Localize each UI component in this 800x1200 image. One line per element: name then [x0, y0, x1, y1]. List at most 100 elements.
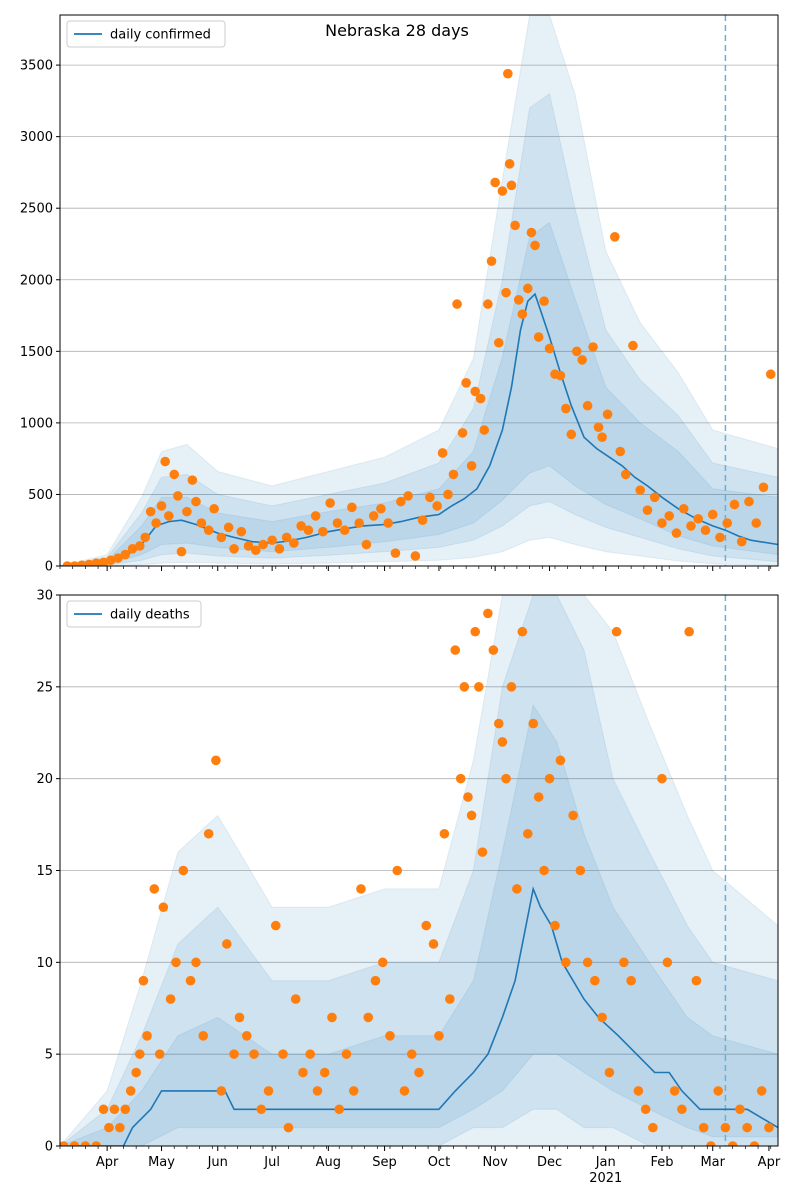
data-point: [707, 509, 718, 520]
data-point: [615, 446, 626, 457]
data-point: [512, 884, 522, 894]
data-point: [713, 1086, 723, 1096]
data-point: [211, 755, 221, 766]
data-point: [457, 428, 468, 438]
data-point: [522, 828, 533, 839]
data-point: [134, 1049, 145, 1059]
y-tick-label: 25: [36, 680, 53, 695]
data-point: [722, 518, 733, 528]
data-point: [604, 1067, 615, 1078]
data-point: [448, 469, 459, 480]
data-point: [165, 994, 176, 1004]
data-point: [611, 626, 622, 637]
data-point: [363, 1012, 374, 1023]
data-point: [506, 180, 517, 191]
data-point: [526, 227, 537, 238]
data-point: [568, 810, 578, 821]
data-point: [590, 975, 600, 986]
data-point: [171, 957, 181, 968]
plot-area: [60, 15, 778, 566]
data-point: [296, 521, 306, 531]
x-tick-label: Dec: [537, 1155, 562, 1170]
data-point: [406, 1049, 417, 1059]
data-point: [356, 884, 366, 894]
data-point: [198, 1031, 209, 1041]
data-point: [700, 525, 711, 536]
y-tick-label: 5: [45, 1048, 53, 1063]
data-point: [216, 532, 227, 543]
data-point: [290, 994, 301, 1004]
data-point: [229, 544, 239, 554]
data-point: [414, 1067, 424, 1078]
data-point: [376, 503, 386, 514]
data-point: [566, 429, 577, 440]
data-point: [169, 469, 180, 480]
deaths-panel: 0 5 10 15 20 25 30 Apr May Jun Jul Aug Sep Oct Nov Dec J…: [36, 589, 780, 1187]
data-point: [686, 521, 696, 531]
y-tick-label: 2000: [20, 273, 53, 288]
data-point: [735, 1104, 745, 1115]
data-point: [98, 557, 109, 566]
data-point: [510, 220, 520, 231]
data-point: [555, 370, 566, 381]
y-tick-label: 10: [36, 956, 53, 971]
y-tick-label: 1500: [20, 345, 53, 360]
data-point: [503, 68, 513, 79]
y-tick-label: 20: [36, 772, 53, 787]
data-point: [281, 532, 292, 543]
x-tick-label: Jul: [263, 1155, 280, 1170]
data-point: [497, 186, 508, 196]
data-point: [182, 506, 192, 517]
x-tick-label: Feb: [650, 1155, 673, 1170]
data-point: [187, 475, 198, 485]
data-point: [298, 1067, 308, 1078]
data-point: [178, 865, 189, 876]
data-point: [385, 1031, 395, 1041]
data-point: [588, 342, 598, 352]
data-point: [434, 1031, 444, 1041]
data-point: [649, 492, 660, 503]
data-point: [270, 920, 281, 931]
data-point: [678, 503, 689, 514]
data-point: [657, 518, 667, 528]
data-point: [140, 532, 151, 543]
data-point: [445, 994, 455, 1004]
uncertainty-band: [60, 15, 778, 566]
data-point: [432, 501, 442, 511]
data-point: [163, 511, 174, 521]
series-line: [60, 292, 778, 566]
data-point: [470, 386, 481, 397]
data-point: [642, 505, 653, 515]
y-tick-label: 2500: [20, 202, 53, 217]
data-point: [493, 337, 504, 348]
data-point: [428, 939, 439, 949]
data-point: [466, 810, 477, 821]
data-point: [533, 332, 544, 342]
data-point: [383, 518, 393, 528]
x-tick-label: Mar: [700, 1155, 725, 1170]
data-point: [459, 682, 470, 692]
data-point: [597, 432, 607, 442]
data-point: [493, 718, 504, 729]
data-point: [474, 682, 484, 692]
uncertainty-band: [60, 221, 778, 566]
data-point: [533, 792, 544, 802]
data-point: [303, 525, 314, 536]
data-point: [368, 511, 379, 521]
data-point: [104, 1122, 114, 1133]
data-point: [727, 1141, 738, 1146]
y-tick-label: 0: [45, 560, 53, 575]
data-point: [243, 541, 254, 551]
data-point: [120, 1104, 131, 1115]
data-point: [283, 1122, 294, 1133]
data-point: [176, 546, 187, 557]
data-point: [113, 553, 123, 563]
data-point: [151, 518, 161, 528]
data-point: [765, 369, 776, 380]
data-point: [223, 522, 234, 533]
data-point: [483, 608, 493, 619]
y-tick-label: 0: [45, 1140, 53, 1155]
data-point: [289, 538, 299, 548]
data-point: [626, 975, 636, 986]
